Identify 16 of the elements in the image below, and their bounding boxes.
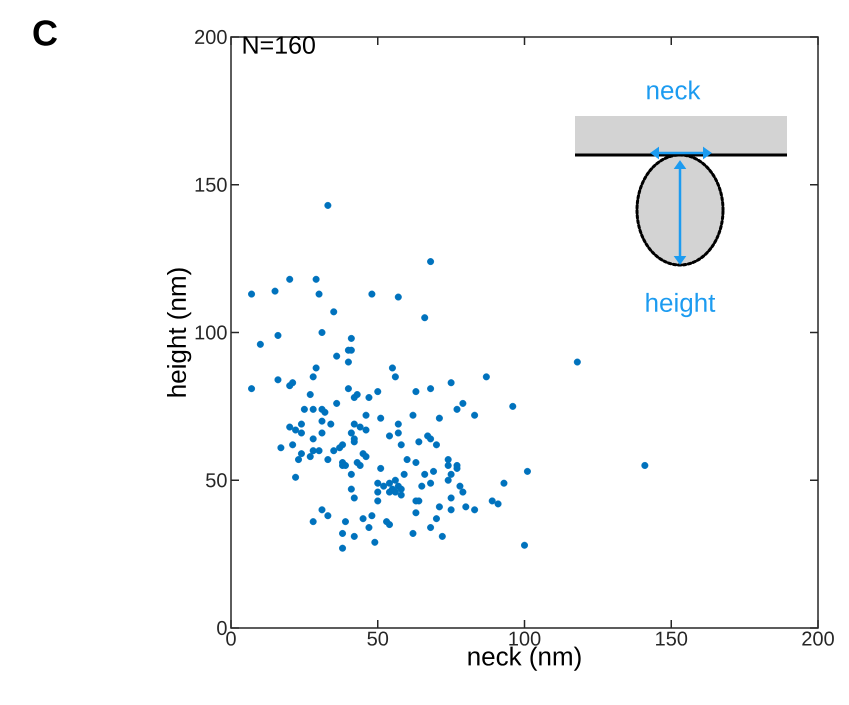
- x-tick-label: 150: [656, 632, 688, 646]
- x-tick-label: 50: [367, 632, 388, 646]
- y-axis-title: height (nm): [167, 268, 192, 396]
- y-tick-label: 0: [217, 620, 227, 636]
- y-tick-label: 150: [196, 178, 227, 192]
- x-tick-label: 0: [226, 632, 236, 646]
- y-tick-label: 200: [195, 30, 227, 44]
- annotation: height: [646, 292, 716, 318]
- y-tick-label: 50: [206, 473, 227, 488]
- x-axis-title: neck (nm): [468, 646, 581, 671]
- text: C: [33, 20, 58, 46]
- y-tick-label: 100: [196, 325, 227, 340]
- x-tick-label: 200: [802, 632, 834, 646]
- annotation: N=160: [244, 36, 315, 54]
- x-tick-label: 100: [509, 632, 540, 646]
- annotation: neck: [647, 80, 700, 100]
